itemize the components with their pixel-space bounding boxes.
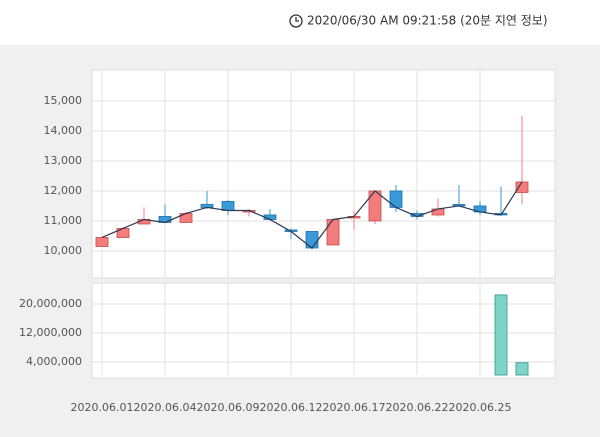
- timestamp: 2020/06/30 AM 09:21:58 (20분 지연 정보): [307, 14, 548, 28]
- y-tick-label: 10,000: [44, 244, 83, 257]
- candle-body: [389, 190, 403, 208]
- y-tick-label: 11,000: [44, 214, 83, 227]
- y-tick-label: 14,000: [44, 124, 83, 137]
- candle-body: [95, 237, 109, 247]
- price-plot: [91, 69, 556, 279]
- candle-body: [326, 219, 340, 246]
- x-tick-label: 2020.06.09: [197, 401, 260, 414]
- y-tick-label: 12,000: [44, 184, 83, 197]
- x-tick-label: 2020.06.01: [71, 401, 134, 414]
- volume-bar: [494, 294, 508, 376]
- candle-body: [221, 201, 235, 211]
- x-tick-label: 2020.06.22: [386, 401, 449, 414]
- volume-bar: [515, 362, 529, 376]
- y-tick-label: 4,000,000: [26, 355, 82, 368]
- x-tick-label: 2020.06.12: [260, 401, 323, 414]
- close-line: [101, 181, 523, 249]
- clock-icon: [289, 14, 303, 28]
- candle-body: [515, 181, 529, 193]
- candle-body: [305, 231, 319, 249]
- x-tick-label: 2020.06.04: [134, 401, 197, 414]
- y-tick-label: 12,000,000: [19, 326, 82, 339]
- y-tick-label: 15,000: [44, 94, 83, 107]
- y-tick-label: 20,000,000: [19, 297, 82, 310]
- y-tick-label: 13,000: [44, 154, 83, 167]
- x-tick-label: 2020.06.17: [323, 401, 386, 414]
- volume-plot: [91, 282, 556, 379]
- x-tick-label: 2020.06.25: [449, 401, 512, 414]
